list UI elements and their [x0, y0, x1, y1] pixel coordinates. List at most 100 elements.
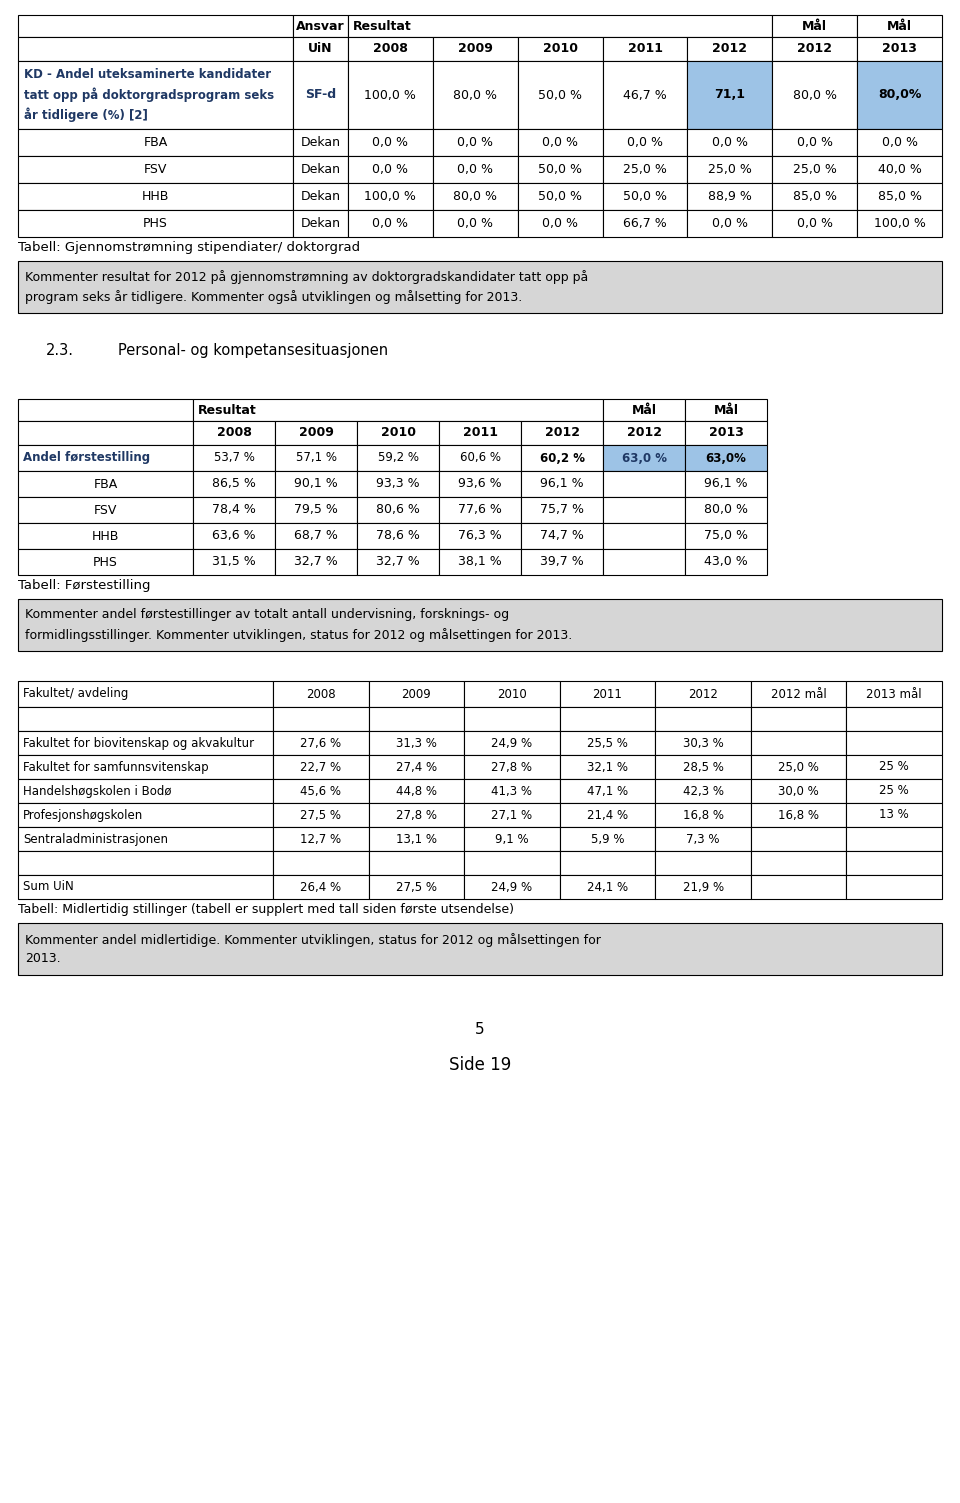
Bar	[603, 497, 685, 523]
Text: Kommenter andel førstestillinger av totalt antall undervisning, forsknings- og
f: Kommenter andel førstestillinger av tota…	[25, 609, 572, 642]
Text: 13 %: 13 %	[879, 809, 909, 822]
Bar	[603, 445, 685, 470]
Bar	[18, 129, 293, 156]
Bar	[293, 15, 348, 38]
Bar	[847, 851, 942, 875]
Text: 2013 mål: 2013 mål	[867, 687, 922, 700]
Text: 31,5 %: 31,5 %	[212, 556, 256, 568]
Bar	[687, 156, 772, 183]
Bar	[18, 470, 193, 497]
Bar	[521, 421, 603, 445]
Text: 24,1 %: 24,1 %	[587, 881, 628, 893]
Bar	[433, 210, 517, 237]
Text: Kommenter andel midlertidige. Kommenter utviklingen, status for 2012 og målsetti: Kommenter andel midlertidige. Kommenter …	[25, 933, 601, 965]
Bar	[18, 421, 193, 445]
Bar	[357, 497, 439, 523]
Bar	[464, 755, 560, 779]
Bar	[18, 923, 942, 975]
Text: 88,9 %: 88,9 %	[708, 189, 752, 203]
Bar	[18, 706, 273, 730]
Text: 0,0 %: 0,0 %	[881, 135, 918, 149]
Bar	[18, 730, 273, 755]
Bar	[273, 827, 369, 851]
Text: 32,7 %: 32,7 %	[294, 556, 338, 568]
Bar	[751, 875, 847, 899]
Bar	[685, 445, 767, 470]
Bar	[603, 523, 685, 549]
Text: PHS: PHS	[93, 556, 118, 568]
Text: 63,0%: 63,0%	[706, 451, 747, 464]
Bar	[603, 156, 687, 183]
Bar	[18, 600, 942, 651]
Bar	[18, 156, 293, 183]
Text: 0,0 %: 0,0 %	[627, 135, 663, 149]
Bar	[560, 779, 656, 803]
Text: 24,9 %: 24,9 %	[492, 736, 533, 750]
Bar	[560, 803, 656, 827]
Bar	[275, 497, 357, 523]
Text: 80,0%: 80,0%	[877, 89, 922, 102]
Bar	[687, 38, 772, 62]
Bar	[847, 875, 942, 899]
Text: FSV: FSV	[144, 162, 167, 176]
Text: 30,3 %: 30,3 %	[683, 736, 724, 750]
Bar	[18, 38, 293, 62]
Text: 57,1 %: 57,1 %	[296, 451, 337, 464]
Text: 21,9 %: 21,9 %	[683, 881, 724, 893]
Text: 42,3 %: 42,3 %	[683, 785, 724, 798]
Bar	[517, 62, 603, 129]
Bar	[847, 755, 942, 779]
Bar	[772, 129, 857, 156]
Bar	[603, 549, 685, 576]
Bar	[275, 549, 357, 576]
Text: 2012: 2012	[688, 687, 718, 700]
Bar	[560, 730, 656, 755]
Text: 59,2 %: 59,2 %	[377, 451, 419, 464]
Bar	[369, 706, 464, 730]
Bar	[521, 523, 603, 549]
Text: Mål: Mål	[803, 20, 828, 33]
Bar	[685, 523, 767, 549]
Text: 25 %: 25 %	[879, 761, 909, 774]
Text: Sentraladministrasjonen: Sentraladministrasjonen	[23, 833, 168, 846]
Bar	[560, 827, 656, 851]
Bar	[517, 129, 603, 156]
Bar	[273, 681, 369, 706]
Bar	[18, 549, 193, 576]
Bar	[433, 129, 517, 156]
Text: SF-d: SF-d	[305, 89, 336, 102]
Text: 2013: 2013	[882, 42, 917, 56]
Text: 39,7 %: 39,7 %	[540, 556, 584, 568]
Bar	[751, 755, 847, 779]
Bar	[293, 183, 348, 210]
Text: Mål: Mål	[887, 20, 912, 33]
Bar	[273, 803, 369, 827]
Bar	[685, 470, 767, 497]
Bar	[603, 210, 687, 237]
Text: 75,0 %: 75,0 %	[704, 529, 748, 543]
Bar	[357, 523, 439, 549]
Text: 63,6 %: 63,6 %	[212, 529, 255, 543]
Bar	[193, 421, 275, 445]
Text: Ansvar: Ansvar	[297, 20, 345, 33]
Text: 0,0 %: 0,0 %	[457, 162, 493, 176]
Text: 2009: 2009	[401, 687, 431, 700]
Text: 25 %: 25 %	[879, 785, 909, 798]
Bar	[560, 755, 656, 779]
Bar	[772, 210, 857, 237]
Bar	[273, 755, 369, 779]
Text: 78,4 %: 78,4 %	[212, 504, 256, 517]
Bar	[847, 706, 942, 730]
Text: 2012: 2012	[544, 427, 580, 439]
Bar	[18, 827, 273, 851]
Text: 2012: 2012	[712, 42, 747, 56]
Text: 85,0 %: 85,0 %	[793, 189, 837, 203]
Bar	[685, 421, 767, 445]
Bar	[751, 730, 847, 755]
Bar	[357, 445, 439, 470]
Bar	[439, 445, 521, 470]
Bar	[18, 210, 293, 237]
Text: Andel førstestilling: Andel førstestilling	[23, 451, 150, 464]
Text: 2011: 2011	[628, 42, 662, 56]
Text: 0,0 %: 0,0 %	[542, 216, 578, 230]
